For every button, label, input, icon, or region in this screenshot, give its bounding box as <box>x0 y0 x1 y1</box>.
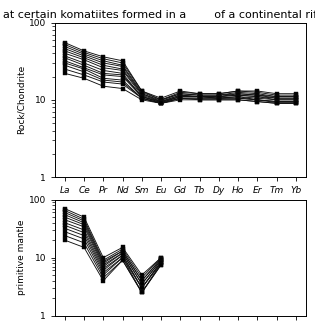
Y-axis label: primitive mantle: primitive mantle <box>17 220 26 295</box>
Text: at certain komatiites formed in a        of a continental rift: at certain komatiites formed in a of a c… <box>3 10 315 20</box>
Y-axis label: Rock/Chondrite: Rock/Chondrite <box>17 65 26 135</box>
